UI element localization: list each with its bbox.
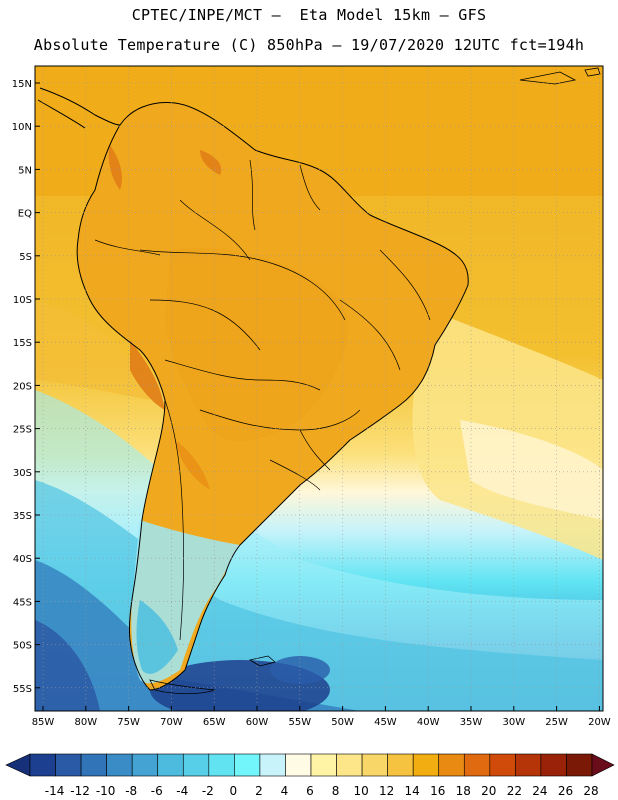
lat-label-55s: 55S xyxy=(13,684,32,695)
colorbar: -14 -12 -10 -8 -6 -4 -2 0 2 4 6 8 10 12 14 16 18 20 22 24 26… xyxy=(5,753,615,798)
colorbar-swatch xyxy=(285,753,312,777)
graticule xyxy=(35,66,603,711)
colorbar-swatch xyxy=(310,753,337,777)
lat-label-10n: 10N xyxy=(12,122,32,133)
colorbar-label: 28 xyxy=(583,784,598,798)
lat-label-45s: 45S xyxy=(13,597,32,608)
colorbar-label: -6 xyxy=(151,784,163,798)
colorbar-swatch xyxy=(438,753,465,777)
colorbar-label: 8 xyxy=(332,784,340,798)
colorbar-label: 14 xyxy=(405,784,420,798)
lat-label-20s: 20S xyxy=(13,381,32,392)
colorbar-swatch xyxy=(387,753,414,777)
colorbar-swatch xyxy=(55,753,82,777)
colorbar-label: 24 xyxy=(532,784,547,798)
lon-label-65w: 65W xyxy=(203,717,226,728)
colorbar-swatch xyxy=(208,753,235,777)
colorbar-label: 22 xyxy=(507,784,522,798)
lat-label-5s: 5S xyxy=(19,252,32,263)
colorbar-label: 12 xyxy=(379,784,394,798)
colorbar-swatch xyxy=(566,753,593,777)
colorbar-label: -2 xyxy=(202,784,214,798)
colorbar-label: -14 xyxy=(45,784,65,798)
colorbar-swatch xyxy=(412,753,440,777)
title-model: CPTEC/INPE/MCT – Eta Model 15km – GFS xyxy=(131,6,487,24)
lon-label-85w: 85W xyxy=(32,717,55,728)
colorbar-swatch xyxy=(182,753,210,777)
colorbar-swatch xyxy=(540,753,567,777)
lat-label-10s: 10S xyxy=(13,295,32,306)
colorbar-label: -8 xyxy=(125,784,137,798)
lon-label-70w: 70W xyxy=(160,717,183,728)
country-borders xyxy=(94,159,431,641)
lat-label-eq: EQ xyxy=(18,209,32,220)
colorbar-label: 26 xyxy=(558,784,573,798)
colorbar-label: -4 xyxy=(176,784,188,798)
lat-label-35s: 35S xyxy=(13,511,32,522)
lat-label-5n: 5N xyxy=(18,165,32,176)
lon-label-30w: 30W xyxy=(502,717,525,728)
colorbar-swatch xyxy=(489,753,516,777)
lon-label-35w: 35W xyxy=(460,717,483,728)
colorbar-swatch xyxy=(361,753,388,777)
colorbar-swatch xyxy=(80,753,107,777)
lon-label-40w: 40W xyxy=(417,717,440,728)
colorbar-swatch xyxy=(106,753,133,777)
colorbar-label: 16 xyxy=(430,784,445,798)
lon-label-25w: 25W xyxy=(545,717,568,728)
lon-label-75w: 75W xyxy=(117,717,140,728)
colorbar-label: 4 xyxy=(281,784,289,798)
colorbar-label: 10 xyxy=(353,784,368,798)
colorbar-label: 0 xyxy=(230,784,238,798)
colorbar-swatch xyxy=(336,753,363,777)
lat-label-15n: 15N xyxy=(12,79,32,90)
lon-label-20w: 20W xyxy=(588,717,611,728)
colorbar-swatch xyxy=(157,753,184,777)
colorbar-label: 20 xyxy=(481,784,496,798)
colorbar-label: -12 xyxy=(70,784,90,798)
colorbar-swatch xyxy=(259,753,286,777)
colorbar-swatch xyxy=(515,753,542,777)
colorbar-label: -10 xyxy=(96,784,116,798)
lat-label-15s: 15S xyxy=(13,338,32,349)
lat-label-25s: 25S xyxy=(13,425,32,436)
colorbar-swatch xyxy=(234,753,261,777)
colorbar-label: 18 xyxy=(456,784,471,798)
colorbar-label: 6 xyxy=(306,784,314,798)
map-frame xyxy=(34,65,604,712)
lat-label-50s: 50S xyxy=(13,641,32,652)
longitude-labels: 85W 80W 75W 70W 65W 60W 55W 50W 45W 40W 35W 30W 25W 2… xyxy=(32,706,611,728)
colorbar-swatch xyxy=(29,753,56,777)
colorbar-over-arrow xyxy=(591,753,615,777)
lat-label-30s: 30S xyxy=(13,468,32,479)
title-variable: Absolute Temperature (C) 850hPa – 19/07/… xyxy=(33,36,585,54)
colorbar-under-arrow xyxy=(5,753,31,777)
colorbar-swatch xyxy=(131,753,159,777)
lon-label-45w: 45W xyxy=(374,717,397,728)
colorbar-label: 2 xyxy=(255,784,263,798)
lon-label-80w: 80W xyxy=(74,717,97,728)
lon-label-60w: 60W xyxy=(246,717,269,728)
lon-label-50w: 50W xyxy=(331,717,354,728)
colorbar-swatch xyxy=(463,753,491,777)
temperature-field xyxy=(35,66,603,711)
latitude-labels: 15N 10N 5N EQ 5S 10S 15S 20S 25S 30S 35S 40S 45S 50S 5… xyxy=(12,79,40,695)
lat-label-40s: 40S xyxy=(13,554,32,565)
lon-label-55w: 55W xyxy=(288,717,311,728)
